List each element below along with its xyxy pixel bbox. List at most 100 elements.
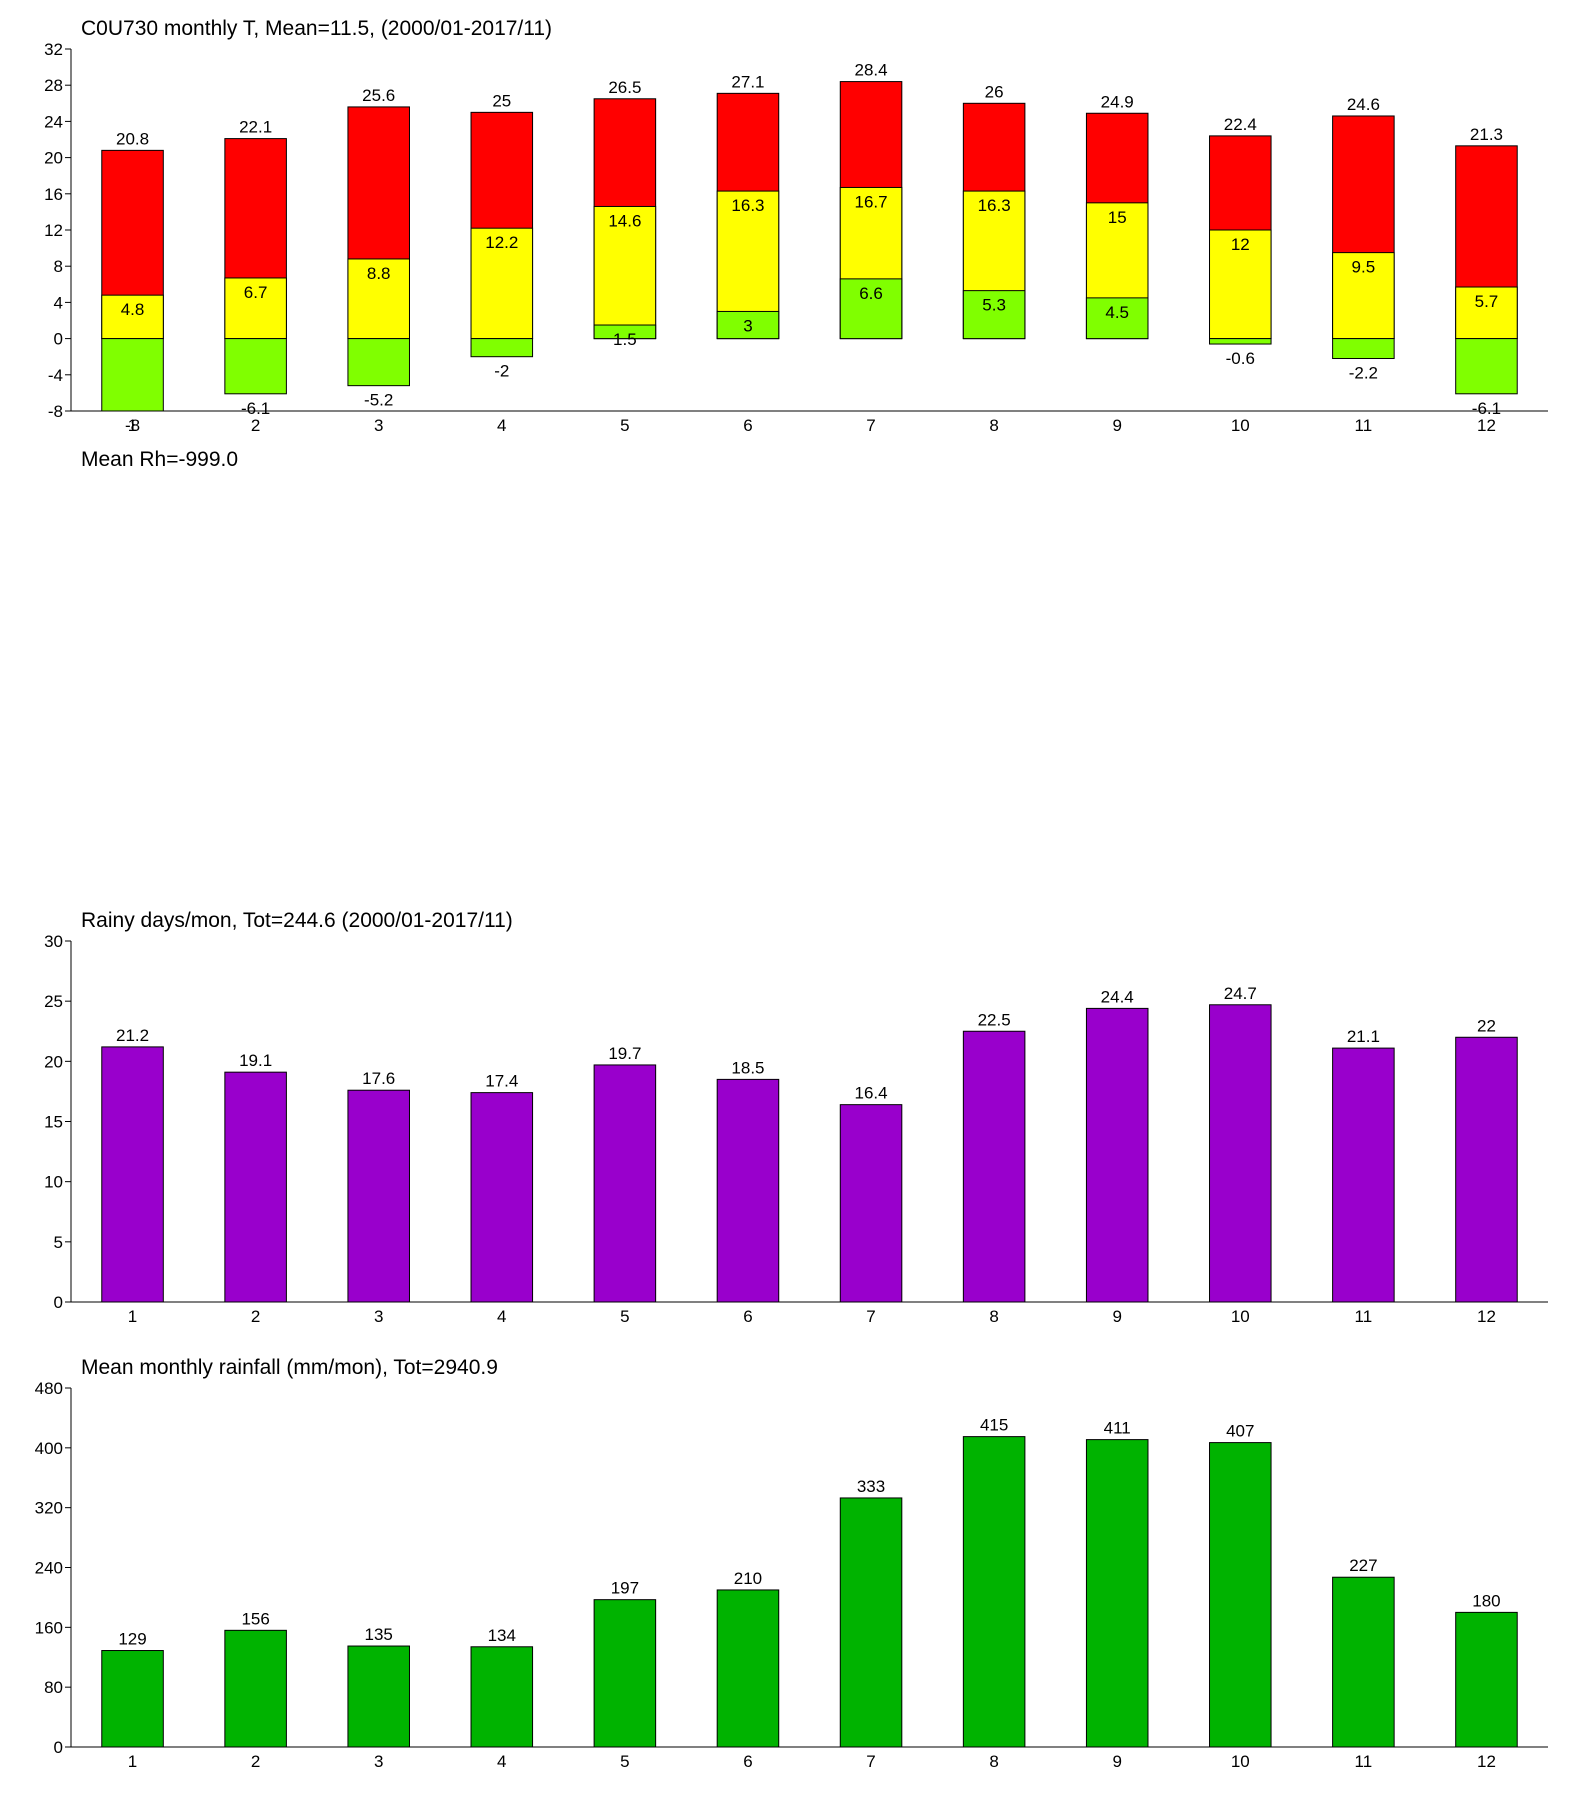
x-tick-label: 8 — [989, 1752, 998, 1771]
bar — [1209, 338, 1272, 345]
bar — [1455, 338, 1518, 395]
bar — [470, 1646, 534, 1748]
value-label: 17.6 — [362, 1069, 395, 1088]
y-tick-label: 24 — [44, 112, 63, 131]
bar — [1209, 1004, 1272, 1303]
y-tick-label: 20 — [44, 149, 63, 168]
value-label: 16.3 — [978, 196, 1011, 215]
bar — [839, 1497, 903, 1748]
x-tick-label: 6 — [743, 1307, 752, 1326]
x-tick-label: 10 — [1231, 1307, 1250, 1326]
x-tick-label: 7 — [866, 1307, 875, 1326]
bar — [716, 310, 780, 340]
value-label: 4.5 — [1105, 303, 1129, 322]
bar — [1332, 1576, 1395, 1748]
value-label: -2 — [494, 362, 509, 381]
value-label: 156 — [241, 1609, 269, 1628]
bar — [839, 278, 903, 340]
bar — [1455, 286, 1518, 340]
value-label: 134 — [488, 1626, 516, 1645]
y-tick-label: 16 — [44, 185, 63, 204]
bar — [962, 1436, 1026, 1748]
y-tick-label: 25 — [44, 992, 63, 1011]
x-tick-label: 3 — [374, 1752, 383, 1771]
value-label: 4.8 — [121, 300, 145, 319]
x-tick-label: 11 — [1355, 1752, 1373, 1771]
bar — [1332, 1047, 1395, 1303]
x-tick-label: 12 — [1477, 1752, 1496, 1771]
x-tick-label: 5 — [620, 1307, 629, 1326]
value-label: 25.6 — [362, 86, 395, 105]
y-tick-label: 320 — [35, 1499, 63, 1518]
x-tick-label: 8 — [989, 1307, 998, 1326]
chart-title: Mean monthly rainfall (mm/mon), Tot=2940… — [81, 1356, 498, 1379]
bar — [593, 324, 657, 340]
bar — [1209, 1442, 1272, 1748]
x-tick-label: 4 — [497, 1307, 506, 1326]
value-label: 1.5 — [613, 330, 637, 349]
value-label: 26.5 — [608, 78, 641, 97]
y-tick-label: 0 — [54, 330, 63, 349]
value-label: 22.4 — [1224, 115, 1257, 134]
x-tick-label: 11 — [1355, 1307, 1373, 1326]
y-tick-label: 0 — [54, 1738, 63, 1757]
x-tick-label: 1 — [128, 416, 137, 435]
bar — [470, 227, 534, 340]
value-label: 26 — [985, 82, 1004, 101]
value-label: -6.1 — [1472, 399, 1501, 418]
value-label: -8 — [125, 416, 140, 435]
value-label: 14.6 — [608, 211, 641, 230]
value-label: 21.2 — [116, 1026, 149, 1045]
bar — [1085, 1439, 1149, 1748]
value-label: 17.4 — [485, 1072, 518, 1091]
value-label: 333 — [857, 1477, 885, 1496]
bar — [101, 1046, 164, 1303]
bar — [101, 1650, 164, 1748]
y-tick-label: 80 — [44, 1678, 63, 1697]
bar — [347, 338, 410, 387]
bar — [593, 1599, 657, 1748]
value-label: 22 — [1477, 1016, 1496, 1035]
bar — [470, 1092, 534, 1303]
value-label: 8.8 — [367, 264, 391, 283]
value-label: 25 — [492, 91, 511, 110]
value-label: 18.5 — [731, 1058, 764, 1077]
chart-title: Rainy days/mon, Tot=244.6 (2000/01-2017/… — [81, 909, 513, 932]
y-tick-label: 10 — [44, 1173, 63, 1192]
bar — [224, 277, 287, 340]
bar — [962, 1030, 1026, 1303]
y-tick-label: 480 — [35, 1379, 63, 1398]
x-tick-label: 4 — [497, 416, 506, 435]
value-label: -5.2 — [364, 391, 393, 410]
value-label: 24.4 — [1101, 987, 1134, 1006]
bar — [962, 290, 1026, 340]
x-tick-label: 3 — [374, 1307, 383, 1326]
y-tick-label: 5 — [54, 1233, 63, 1252]
bar — [839, 1104, 903, 1303]
x-tick-label: 9 — [1112, 416, 1121, 435]
bar — [1455, 1036, 1518, 1303]
bar — [470, 338, 534, 358]
value-label: 27.1 — [731, 72, 764, 91]
value-label: -2.2 — [1349, 364, 1378, 383]
value-label: 407 — [1226, 1422, 1254, 1441]
value-label: 24.9 — [1101, 92, 1134, 111]
bar — [101, 294, 164, 340]
value-label: 135 — [365, 1625, 393, 1644]
y-tick-label: 12 — [44, 221, 63, 240]
value-label: 6.7 — [244, 283, 268, 302]
y-tick-label: 32 — [44, 40, 63, 59]
y-tick-label: -4 — [48, 366, 63, 385]
value-label: 411 — [1104, 1419, 1131, 1438]
value-label: 22.1 — [239, 118, 272, 137]
value-label: 16.4 — [854, 1084, 887, 1103]
x-tick-label: 12 — [1477, 416, 1496, 435]
y-tick-label: -8 — [48, 402, 63, 421]
bar — [1085, 1007, 1149, 1303]
y-tick-label: 0 — [54, 1293, 63, 1312]
x-tick-label: 10 — [1231, 1752, 1250, 1771]
value-label: 20.8 — [116, 129, 149, 148]
x-tick-label: 7 — [866, 416, 875, 435]
value-label: 28.4 — [854, 61, 887, 80]
